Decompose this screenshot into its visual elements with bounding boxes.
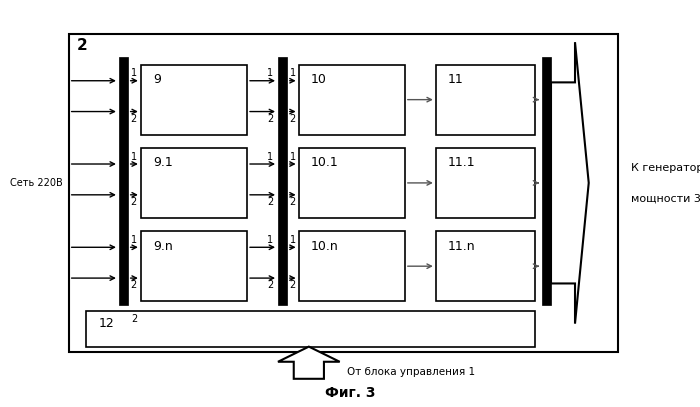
Text: 1: 1 — [130, 152, 136, 162]
Text: 10.1: 10.1 — [311, 156, 339, 169]
Text: 2: 2 — [290, 197, 296, 207]
Text: 1: 1 — [267, 152, 273, 162]
Text: Сеть 220В: Сеть 220В — [10, 178, 63, 188]
Text: К генератору: К генератору — [631, 163, 700, 173]
Text: 2: 2 — [267, 114, 273, 124]
Bar — [141, 65, 247, 135]
Text: 1: 1 — [290, 235, 296, 245]
Bar — [141, 148, 247, 218]
Text: 2: 2 — [267, 280, 273, 290]
Text: 11.n: 11.n — [448, 239, 476, 252]
Text: 2: 2 — [290, 280, 296, 290]
Text: 10: 10 — [311, 73, 327, 86]
Text: 1: 1 — [130, 68, 136, 79]
Text: 2: 2 — [77, 38, 88, 53]
Text: 1: 1 — [130, 235, 136, 245]
Text: 1: 1 — [267, 235, 273, 245]
Text: 1: 1 — [290, 152, 296, 162]
Text: 12: 12 — [98, 317, 114, 330]
Bar — [435, 231, 536, 301]
Bar — [278, 57, 287, 305]
Bar — [141, 231, 247, 301]
Text: 9.n: 9.n — [153, 239, 173, 252]
Text: Фиг. 3: Фиг. 3 — [325, 386, 375, 400]
Bar — [298, 148, 405, 218]
Bar — [298, 231, 405, 301]
Text: 1: 1 — [290, 68, 296, 79]
Bar — [542, 57, 551, 305]
Text: мощности 3: мощности 3 — [631, 193, 700, 203]
Text: 10.n: 10.n — [311, 239, 339, 252]
Text: 2: 2 — [130, 197, 136, 207]
Bar — [86, 311, 536, 347]
Text: 9: 9 — [153, 73, 161, 86]
Text: 2: 2 — [130, 280, 136, 290]
Text: 11: 11 — [448, 73, 464, 86]
Text: 2: 2 — [130, 114, 136, 124]
Text: 2: 2 — [267, 197, 273, 207]
Polygon shape — [551, 42, 589, 324]
Polygon shape — [278, 347, 340, 379]
Text: 11.1: 11.1 — [448, 156, 476, 169]
Text: 2: 2 — [131, 315, 137, 324]
Text: От блока управления 1: От блока управления 1 — [346, 367, 475, 377]
Bar — [119, 57, 127, 305]
Text: 9.1: 9.1 — [153, 156, 173, 169]
Bar — [69, 34, 617, 352]
Bar — [435, 65, 536, 135]
Text: 2: 2 — [290, 114, 296, 124]
Bar — [435, 148, 536, 218]
Text: 1: 1 — [267, 68, 273, 79]
Bar — [298, 65, 405, 135]
